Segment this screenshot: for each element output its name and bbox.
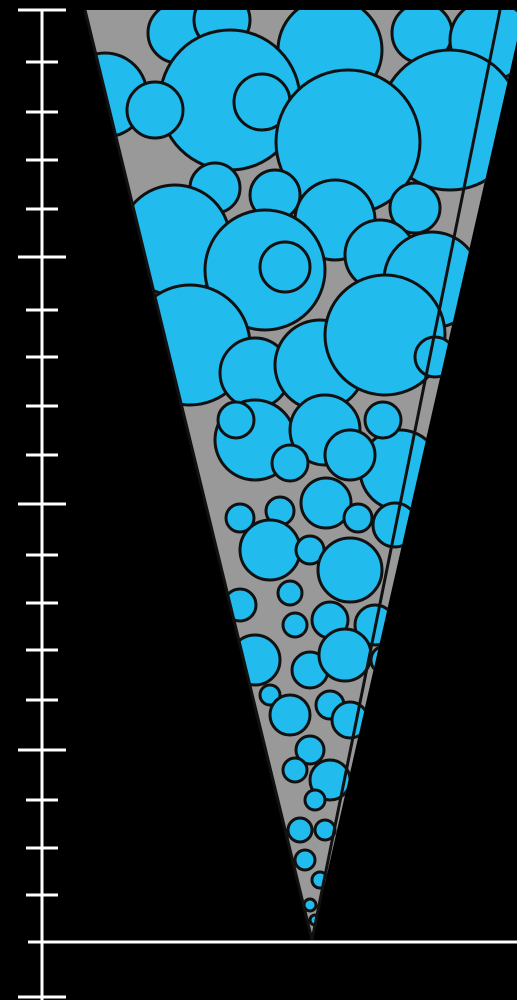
cone-outline bbox=[83, 9, 502, 941]
ruler bbox=[18, 8, 517, 1000]
